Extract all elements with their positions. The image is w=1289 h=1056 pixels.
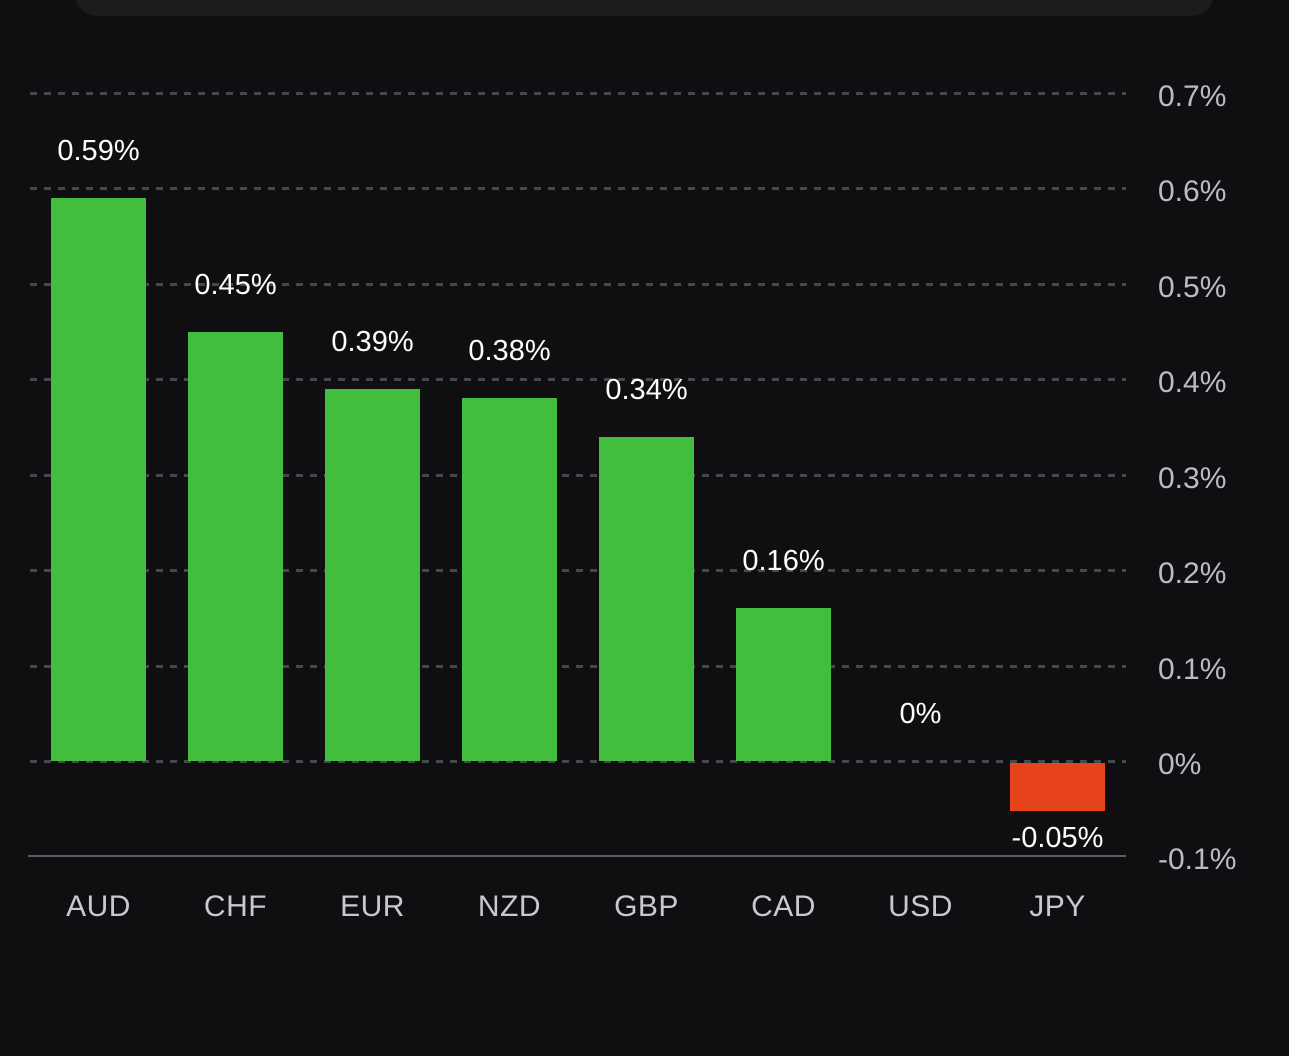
y-tick-label: 0%	[1158, 748, 1202, 781]
x-category-label: JPY	[1029, 890, 1086, 923]
gridline	[30, 473, 1126, 477]
bar-value-label: 0.59%	[57, 134, 140, 167]
x-axis-line	[28, 855, 1126, 858]
gridline	[30, 569, 1126, 573]
bar-value-label: 0.39%	[331, 325, 414, 358]
y-tick-label: 0.7%	[1158, 79, 1227, 113]
y-tick-label: 0.6%	[1158, 175, 1227, 209]
y-tick-label: 0.3%	[1158, 461, 1227, 495]
gridline	[30, 91, 1126, 95]
y-tick-label: -0.1%	[1158, 843, 1237, 877]
gridline	[30, 664, 1126, 668]
positive-bar-nzd[interactable]	[462, 398, 557, 761]
x-category-label: GBP	[614, 890, 679, 923]
gridline	[30, 378, 1126, 382]
x-category-label: USD	[888, 890, 953, 923]
gridline	[30, 282, 1126, 286]
positive-bar-chf[interactable]	[188, 331, 283, 761]
gridline	[30, 760, 1126, 763]
positive-bar-aud[interactable]	[51, 197, 146, 761]
x-category-label: EUR	[340, 890, 405, 923]
positive-bar-cad[interactable]	[736, 608, 831, 761]
positive-bar-gbp[interactable]	[599, 436, 694, 761]
bar-value-label: 0.16%	[742, 545, 825, 578]
y-tick-label: 0.4%	[1158, 366, 1227, 400]
x-category-label: CAD	[751, 890, 816, 923]
y-tick-label: 0.5%	[1158, 270, 1227, 304]
bar-value-label: 0.45%	[194, 268, 277, 301]
y-tick-label: 0.2%	[1158, 557, 1227, 591]
top-card-bottom-edge	[75, 0, 1214, 16]
positive-bar-eur[interactable]	[325, 388, 420, 761]
x-category-label: NZD	[477, 890, 542, 923]
bar-value-label: 0.34%	[605, 373, 688, 406]
gridline	[30, 187, 1126, 191]
y-tick-label: 0.1%	[1158, 652, 1227, 686]
x-category-label: CHF	[203, 890, 268, 923]
bar-value-label: -0.05%	[1011, 821, 1104, 854]
bar-value-label: 0%	[899, 698, 942, 730]
x-category-label: AUD	[66, 890, 131, 923]
bar-value-label: 0.38%	[468, 335, 551, 368]
negative-bar-jpy[interactable]	[1010, 763, 1105, 811]
